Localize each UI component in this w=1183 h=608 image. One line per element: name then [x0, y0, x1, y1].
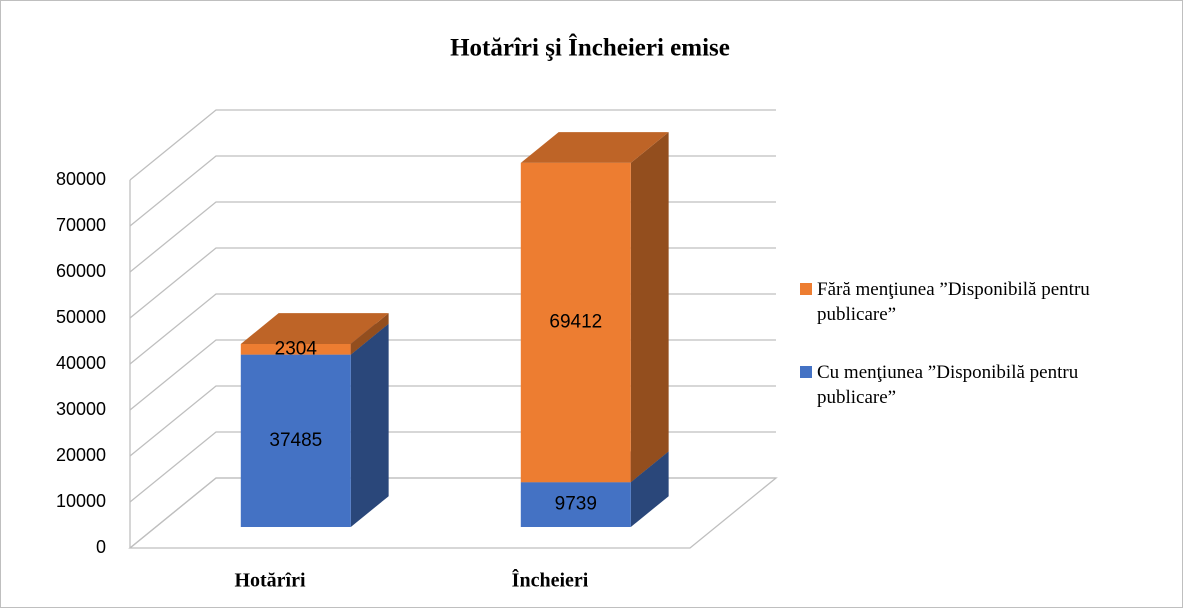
bar-top	[520, 132, 669, 163]
x-tick-label: Încheieri	[512, 568, 589, 592]
x-tick-label: Hotărîri	[234, 570, 306, 592]
data-label: 9739	[555, 494, 597, 515]
bar	[240, 354, 351, 527]
y-tick-label: 80000	[56, 169, 106, 189]
bar-side	[350, 313, 389, 355]
y-tick-label: 20000	[56, 445, 106, 465]
legend-item: Cu menţiunea ”Disponibilă pentru publica…	[800, 360, 1170, 410]
y-tick-label: 30000	[56, 399, 106, 419]
chart-title: Hotărîri şi Încheieri emise	[450, 34, 730, 62]
legend-swatch	[800, 366, 812, 378]
y-tick-label: 0	[96, 537, 106, 557]
bar-side	[630, 132, 669, 483]
y-tick-label: 50000	[56, 307, 106, 327]
bar	[520, 162, 631, 483]
y-tick-label: 60000	[56, 261, 106, 281]
data-label: 37485	[269, 430, 322, 451]
data-label: 2304	[275, 338, 318, 359]
grid-line	[129, 109, 776, 181]
y-tick-label: 10000	[56, 491, 106, 511]
legend-swatch	[800, 283, 812, 295]
bar-side	[350, 323, 389, 527]
bar	[240, 343, 351, 355]
bar-top	[240, 313, 389, 344]
bar	[520, 482, 631, 527]
y-tick-label: 70000	[56, 215, 106, 235]
legend-label: Fără menţiunea ”Disponibilă pentru publi…	[817, 279, 1090, 325]
legend-label: Cu menţiunea ”Disponibilă pentru publica…	[817, 362, 1079, 408]
data-label: 69412	[549, 312, 602, 333]
legend-item: Fără menţiunea ”Disponibilă pentru publi…	[800, 277, 1170, 327]
bar-side	[630, 451, 669, 527]
y-tick-label: 40000	[56, 353, 106, 373]
